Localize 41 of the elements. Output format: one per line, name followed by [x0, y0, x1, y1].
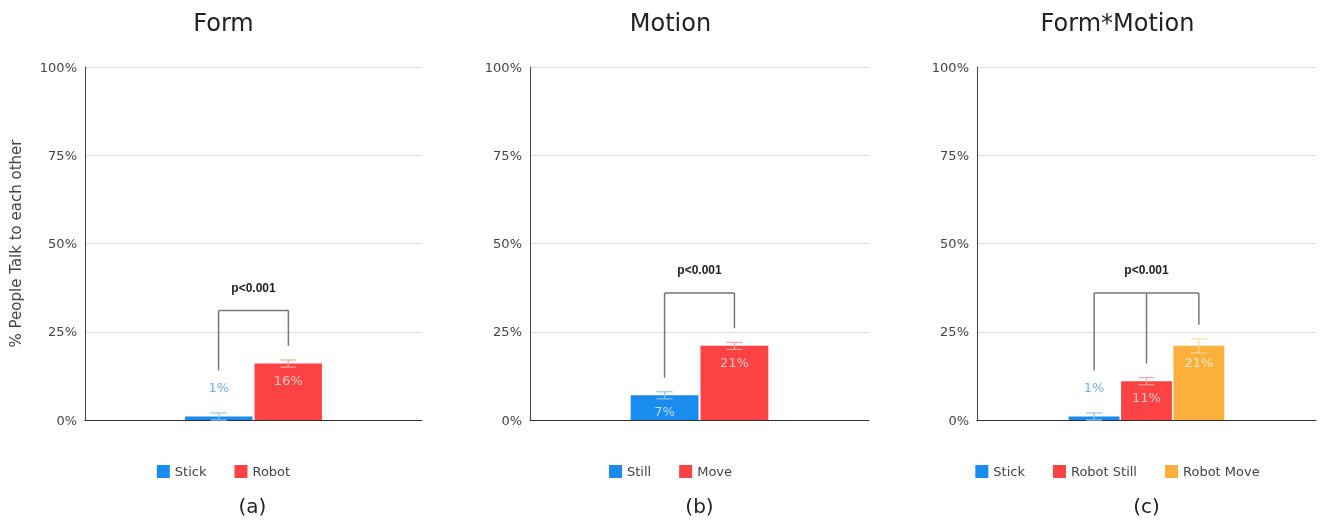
- y-tick-label: 50%: [48, 236, 77, 251]
- chart-title: Motion: [629, 9, 712, 37]
- data-label: 7%: [654, 404, 675, 420]
- y-tick-label: 25%: [940, 324, 969, 340]
- data-label: 21%: [1184, 354, 1214, 370]
- chart-title: Form: [193, 9, 254, 37]
- data-label: 11%: [1132, 390, 1161, 406]
- annotation: p<0.001: [1124, 262, 1169, 277]
- y-tick-label: 0%: [948, 412, 969, 428]
- data-label: 1%: [208, 380, 230, 396]
- bar: [1121, 381, 1172, 420]
- y-axis-title: % People Talk to each other: [6, 138, 25, 348]
- y-tick-label: 50%: [493, 236, 522, 251]
- bar: [1173, 345, 1225, 420]
- data-label: 16%: [273, 372, 303, 388]
- text: (a): [238, 494, 267, 518]
- legend-label: Move: [697, 464, 733, 479]
- y-tick-label: 50%: [940, 236, 969, 251]
- y-tick-label: 100%: [484, 59, 522, 75]
- legend-label: Robot Still: [1070, 464, 1137, 479]
- legend-label: Still: [626, 464, 652, 479]
- legend-label: Robot Move: [1182, 464, 1260, 479]
- text: (c): [1133, 494, 1160, 518]
- annotation: p<0.001: [231, 280, 276, 295]
- data-label: 21%: [719, 354, 749, 370]
- y-tick-label: 25%: [493, 324, 522, 340]
- y-tick-label: 75%: [493, 147, 522, 163]
- y-tick-label: 75%: [940, 147, 969, 163]
- chart-title: Form*Motion: [1040, 9, 1195, 37]
- y-tick-label: 0%: [56, 412, 77, 428]
- y-tick-label: 75%: [48, 147, 77, 163]
- y-tick-label: 100%: [39, 59, 77, 75]
- y-tick-label: 25%: [48, 324, 77, 340]
- y-tick-label: 0%: [501, 412, 522, 428]
- annotation: p<0.001: [677, 262, 722, 277]
- text: (b): [685, 494, 714, 518]
- y-tick-label: 100%: [931, 59, 969, 75]
- legend-label: Stick: [993, 464, 1026, 479]
- legend-label: Robot: [252, 464, 291, 479]
- legend-label: Stick: [174, 464, 207, 479]
- data-label: 1%: [1083, 380, 1105, 396]
